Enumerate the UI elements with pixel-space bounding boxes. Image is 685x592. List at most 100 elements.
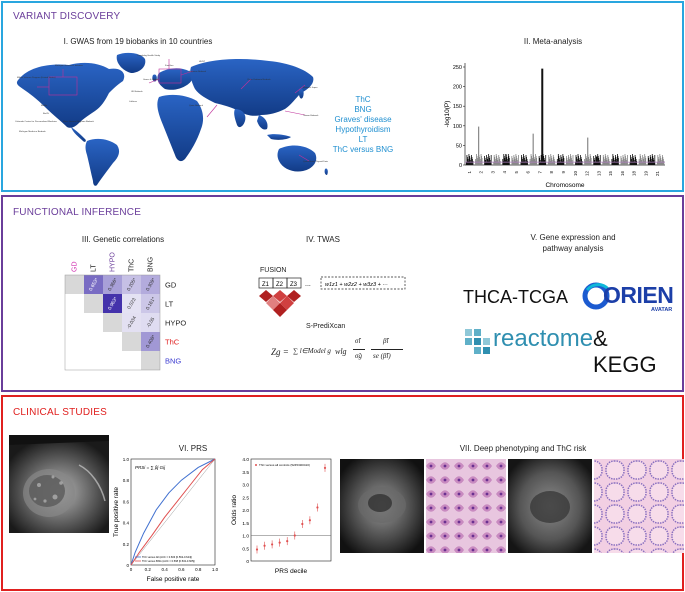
heatmap-frame bbox=[64, 274, 161, 371]
z1-label: Z1 bbox=[262, 282, 270, 288]
manhattan-point bbox=[538, 156, 540, 165]
manhattan-point bbox=[503, 156, 505, 165]
manhattan-point bbox=[575, 162, 576, 165]
manhattan-point bbox=[548, 155, 550, 165]
manhattan-point bbox=[575, 155, 577, 165]
manhattan-point bbox=[512, 162, 514, 165]
manhattan-point bbox=[536, 158, 538, 165]
manhattan-point bbox=[653, 162, 655, 165]
manhattan-point bbox=[603, 157, 605, 165]
heatmap-col-label: HYPO bbox=[110, 252, 117, 272]
manhattan-point bbox=[476, 154, 477, 165]
or-y-tick-label: 2.0 bbox=[242, 508, 249, 514]
x-tick-label: 3 bbox=[490, 171, 495, 174]
y-axis-label: -log10(P) bbox=[444, 101, 451, 128]
manhattan-point bbox=[566, 158, 568, 165]
heatmap-cell bbox=[122, 294, 141, 313]
twas-title: IV. TWAS bbox=[306, 235, 340, 244]
or-y-tick-label: 1.5 bbox=[242, 521, 249, 527]
manhattan-point bbox=[572, 155, 574, 165]
reactome-logo: reactome & KEGG bbox=[465, 325, 675, 377]
manhattan-point bbox=[615, 157, 617, 165]
gene-expr-title-2: pathway analysis bbox=[542, 244, 604, 253]
manhattan-point bbox=[657, 155, 659, 165]
manhattan-point bbox=[659, 154, 661, 165]
manhattan-point bbox=[599, 162, 601, 165]
heatmap-cell bbox=[141, 332, 160, 351]
map-label: Biobank Japan bbox=[303, 87, 318, 89]
prs-title: VI. PRS bbox=[178, 444, 208, 453]
manhattan-point bbox=[641, 162, 643, 165]
or-point bbox=[293, 534, 296, 537]
manhattan-point bbox=[471, 157, 473, 165]
heatmap-cell bbox=[103, 294, 122, 313]
gene-expr-title-1: V. Gene expression and bbox=[530, 233, 616, 242]
manhattan-point bbox=[530, 161, 531, 165]
or-point bbox=[263, 544, 266, 547]
or-x-axis-label: PRS decile bbox=[275, 568, 308, 575]
manhattan-point bbox=[635, 157, 637, 165]
roc-frame bbox=[130, 458, 216, 566]
manhattan-point bbox=[566, 156, 567, 165]
formula-lhs: Zg = bbox=[271, 347, 289, 357]
manhattan-point bbox=[534, 161, 536, 165]
y-tick-label: 50 bbox=[456, 143, 462, 149]
manhattan-point bbox=[485, 162, 487, 165]
manhattan-point bbox=[630, 157, 632, 165]
manhattan-point bbox=[640, 156, 642, 165]
manhattan-point bbox=[535, 154, 537, 165]
manhattan-point bbox=[639, 161, 641, 165]
manhattan-point bbox=[629, 162, 631, 165]
x-tick-label: 5 bbox=[514, 171, 519, 174]
heatmap-value: 0.023 bbox=[126, 297, 137, 311]
fusion-label: FUSION bbox=[260, 267, 287, 274]
manhattan-point bbox=[580, 155, 581, 165]
manhattan-point bbox=[588, 157, 590, 165]
manhattan-point bbox=[593, 158, 595, 165]
map-label: UK Biobank bbox=[131, 91, 143, 93]
manhattan-point bbox=[493, 162, 495, 165]
manhattan-point bbox=[481, 156, 482, 165]
manhattan-point bbox=[656, 162, 658, 165]
roc-y-tick-label: 0.4 bbox=[123, 521, 130, 526]
manhattan-point bbox=[634, 155, 636, 165]
manhattan-point bbox=[472, 161, 474, 165]
or-point bbox=[301, 522, 304, 526]
trait-item: Hypothyroidism bbox=[335, 125, 391, 134]
avatar-text: AVATAR bbox=[651, 307, 673, 313]
manhattan-point bbox=[597, 156, 599, 165]
roc-curve-chart: 00 0.2 0.2 0.4 0.4 0.6 0.6 0.8 0.8 1.0 1.0 PRSi = ∑… bbox=[113, 457, 219, 583]
manhattan-point bbox=[584, 161, 586, 165]
x-tick-label: 6 bbox=[526, 171, 531, 174]
roc-curve-thc-vs-bng bbox=[130, 458, 216, 566]
manhattan-point bbox=[480, 154, 482, 165]
roc-x-tick-label: 0 bbox=[130, 567, 133, 572]
manhattan-point bbox=[617, 156, 619, 165]
fusion-formula: w1z1 + w2z2 + w3z3 + ··· bbox=[325, 282, 388, 288]
manhattan-point bbox=[531, 156, 532, 165]
meta-title: II. Meta-analysis bbox=[523, 37, 583, 46]
manhattan-point bbox=[618, 158, 619, 165]
y-tick-label: 250 bbox=[453, 65, 462, 71]
manhattan-point bbox=[589, 161, 591, 165]
manhattan-point bbox=[535, 156, 537, 165]
z3-label: Z3 bbox=[290, 282, 298, 288]
manhattan-point bbox=[604, 161, 606, 165]
or-point bbox=[308, 519, 311, 522]
formula-frac1-top: σ̂l bbox=[355, 337, 361, 345]
manhattan-point bbox=[602, 162, 604, 165]
map-label: Michigan Genomics Initiative bbox=[55, 65, 83, 67]
manhattan-point bbox=[506, 157, 508, 165]
manhattan-point bbox=[511, 158, 513, 165]
manhattan-point bbox=[612, 156, 614, 165]
manhattan-point bbox=[490, 162, 492, 165]
x-tick-label: 1 bbox=[467, 171, 472, 174]
manhattan-point bbox=[585, 156, 587, 165]
manhattan-point bbox=[614, 162, 616, 165]
x-tick-label: 7 bbox=[537, 171, 542, 174]
manhattan-point bbox=[606, 162, 608, 165]
manhattan-point bbox=[557, 161, 559, 165]
trait-item: ThC versus BNG bbox=[332, 145, 394, 154]
manhattan-point bbox=[577, 161, 578, 165]
